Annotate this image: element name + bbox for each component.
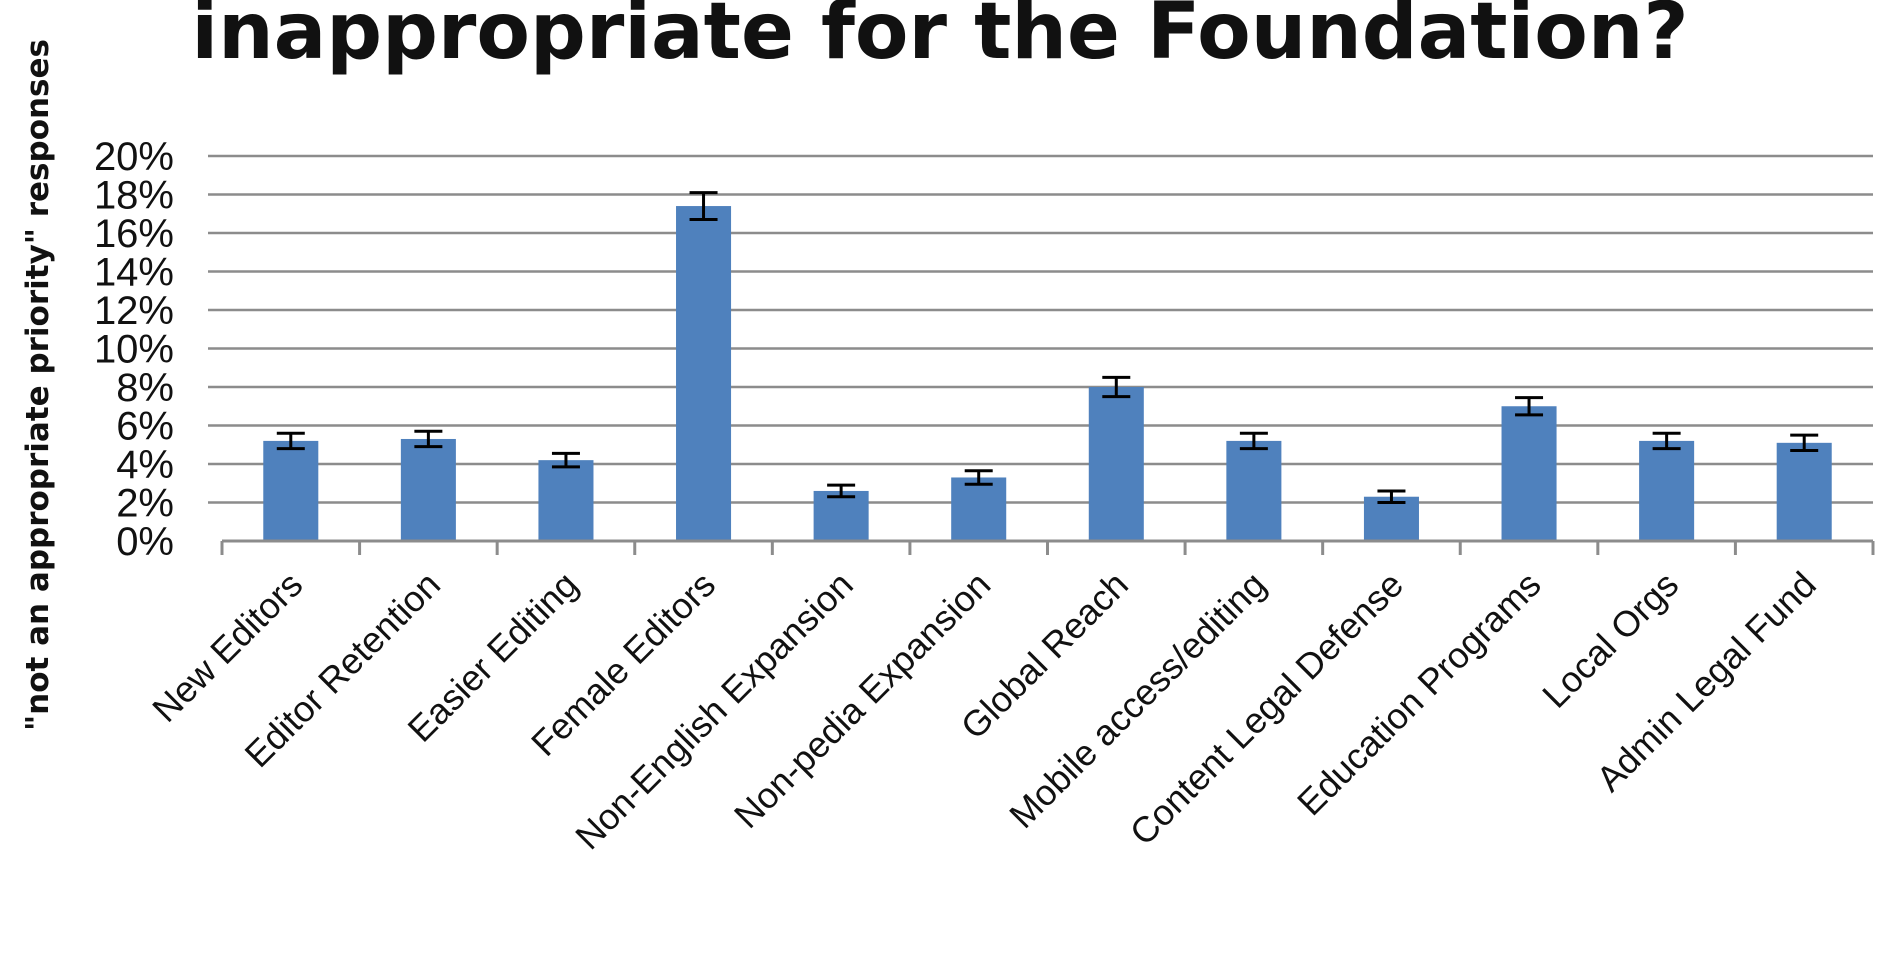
error-bar <box>827 483 856 499</box>
bar <box>1088 387 1144 541</box>
y-axis-label: "not an appropriate priority" responses <box>20 39 56 731</box>
bar <box>263 440 319 541</box>
y-tick-label: 20% <box>94 135 174 179</box>
bar <box>676 206 732 542</box>
chart-title: inappropriate for the Foundation? <box>191 0 1688 77</box>
x-tick-label: Non-pedia Expansion <box>726 564 998 836</box>
y-tick-label: 8% <box>116 366 174 410</box>
x-tick-label: Non-English Expansion <box>567 564 861 858</box>
y-tick-label: 4% <box>116 443 174 487</box>
bar <box>1776 442 1832 541</box>
x-tick-label: Education Programs <box>1289 564 1549 824</box>
error-bar <box>1239 431 1268 451</box>
error-bar <box>1790 433 1819 453</box>
y-tick-label: 16% <box>94 212 174 256</box>
x-tick-label: Content Legal Defense <box>1122 564 1411 853</box>
bar <box>538 460 594 541</box>
bar <box>1501 406 1557 541</box>
error-bar <box>964 469 993 486</box>
error-bar <box>1652 431 1681 451</box>
bar <box>813 490 869 541</box>
x-axis <box>220 539 1875 555</box>
error-bar <box>1377 489 1406 504</box>
error-bar <box>414 429 443 449</box>
y-tick-label: 0% <box>116 520 174 564</box>
y-tick-label: 12% <box>94 289 174 333</box>
y-tick-label: 10% <box>94 328 174 372</box>
bar <box>1363 496 1419 541</box>
x-tick-label: Mobile access/editing <box>1001 564 1273 836</box>
y-tick-label: 2% <box>116 482 174 526</box>
error-bar <box>1102 375 1131 399</box>
bar <box>400 438 456 541</box>
error-bar <box>1515 396 1544 417</box>
y-axis-ticks: 0%2%4%6%8%10%12%14%16%18%20% <box>94 135 174 564</box>
y-tick-label: 14% <box>94 251 174 295</box>
bars <box>263 206 1832 542</box>
error-bars <box>276 191 1819 504</box>
bar <box>1639 440 1695 541</box>
bar <box>1226 440 1282 541</box>
y-tick-label: 18% <box>94 174 174 218</box>
y-tick-label: 6% <box>116 405 174 449</box>
error-bar <box>276 431 305 451</box>
error-bar <box>689 191 718 222</box>
x-tick-label: Local Orgs <box>1534 564 1686 716</box>
error-bar <box>551 451 580 469</box>
grid-lines <box>208 154 1873 504</box>
bar <box>951 477 1007 541</box>
